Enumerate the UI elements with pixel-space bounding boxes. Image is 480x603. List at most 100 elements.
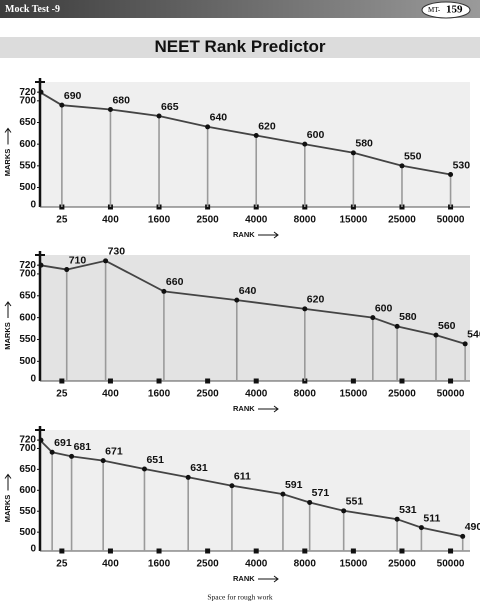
point xyxy=(460,533,466,539)
point xyxy=(49,449,55,455)
x-tick xyxy=(156,378,162,384)
page-code: MT- xyxy=(428,6,441,14)
x-tick-label: 8000 xyxy=(294,559,317,570)
x-tick xyxy=(205,378,211,384)
value-label: 600 xyxy=(375,302,393,314)
point xyxy=(69,453,75,459)
point xyxy=(107,107,113,112)
point xyxy=(103,258,109,264)
point xyxy=(100,458,106,464)
y-tick-label: 600 xyxy=(19,485,36,496)
header-left: Mock Test -9 xyxy=(5,4,60,15)
point xyxy=(185,474,191,480)
x-tick-label: 15000 xyxy=(339,215,367,226)
value-label: 580 xyxy=(355,138,373,150)
x-tick xyxy=(399,548,405,554)
value-label: 631 xyxy=(190,462,208,474)
x-tick-label: 4000 xyxy=(245,389,268,400)
value-label: 651 xyxy=(146,454,164,466)
value-label: 560 xyxy=(438,320,456,332)
value-label: 540 xyxy=(467,329,480,341)
y-tick-label: 550 xyxy=(19,506,36,517)
point xyxy=(448,172,454,177)
point xyxy=(394,323,400,329)
x-tick-label: 50000 xyxy=(437,389,465,400)
value-label: 511 xyxy=(423,512,440,524)
y-tick-label: 600 xyxy=(19,139,36,150)
value-label: 600 xyxy=(307,129,325,141)
x-tick xyxy=(448,378,454,384)
point xyxy=(394,516,400,522)
point xyxy=(418,525,424,531)
plot-background xyxy=(40,430,470,551)
value-label: 660 xyxy=(166,276,184,288)
y-tick-label: 720 xyxy=(19,435,36,446)
x-tick xyxy=(107,548,113,554)
x-axis-title: RANK xyxy=(233,574,255,583)
x-tick-label: 4000 xyxy=(245,559,268,570)
value-label: 550 xyxy=(404,151,422,163)
value-label: 530 xyxy=(453,159,471,171)
value-label: 665 xyxy=(161,101,179,113)
y-tick-label: 650 xyxy=(19,464,36,475)
y-axis-arrow xyxy=(4,301,12,318)
point xyxy=(341,508,347,514)
y-tick-label: 500 xyxy=(19,356,36,367)
page-title: NEET Rank Predictor xyxy=(155,37,326,56)
point xyxy=(370,315,376,321)
x-tick-label: 8000 xyxy=(294,389,317,400)
y-axis-arrow xyxy=(4,473,12,491)
x-axis-arrow xyxy=(258,405,279,413)
y-origin-label: 0 xyxy=(30,200,36,211)
value-label: 640 xyxy=(239,285,257,297)
line xyxy=(51,451,463,538)
point xyxy=(234,297,240,303)
value-label: 531 xyxy=(399,504,417,516)
x-tick-label: 25000 xyxy=(388,559,416,570)
y-axis-title: MARKS xyxy=(3,495,12,523)
x-tick-label: 2500 xyxy=(197,389,220,400)
x-tick xyxy=(205,548,211,554)
point xyxy=(229,483,235,489)
x-axis-arrow xyxy=(258,575,279,583)
y-tick-label: 700 xyxy=(19,269,36,280)
value-label: 620 xyxy=(307,294,325,306)
point xyxy=(205,124,211,130)
y-tick-label: 650 xyxy=(19,117,36,128)
value-label: 611 xyxy=(234,470,251,482)
x-tick-label: 2500 xyxy=(197,215,220,226)
x-tick xyxy=(59,378,65,384)
x-tick-label: 50000 xyxy=(437,215,465,226)
x-tick-label: 25 xyxy=(56,559,68,570)
line-start xyxy=(39,91,63,106)
x-tick-label: 8000 xyxy=(294,215,317,226)
x-tick xyxy=(253,378,259,384)
x-tick xyxy=(156,548,162,554)
value-label: 710 xyxy=(69,254,87,266)
x-tick xyxy=(253,548,259,554)
value-label: 551 xyxy=(346,496,364,508)
point xyxy=(141,466,147,472)
y-origin-label: 0 xyxy=(30,544,36,555)
page-number: 159 xyxy=(446,4,463,16)
y-tick-label: 550 xyxy=(19,334,36,345)
footer: Space for rough work xyxy=(207,593,272,602)
x-tick-label: 25 xyxy=(56,389,68,400)
page-badge xyxy=(421,1,471,19)
point xyxy=(302,141,308,147)
value-label: 580 xyxy=(399,311,417,323)
x-tick xyxy=(107,378,113,384)
start-point xyxy=(38,262,44,268)
y-axis-title: MARKS xyxy=(3,149,12,177)
x-tick xyxy=(302,548,308,554)
x-tick-label: 1600 xyxy=(148,389,171,400)
y-axis-arrow xyxy=(4,127,12,145)
value-label: 690 xyxy=(64,90,82,102)
point xyxy=(59,102,65,108)
point xyxy=(156,113,162,119)
header-bar xyxy=(0,0,480,18)
x-tick xyxy=(399,378,405,384)
x-tick-label: 400 xyxy=(102,559,119,570)
x-tick xyxy=(350,548,356,554)
